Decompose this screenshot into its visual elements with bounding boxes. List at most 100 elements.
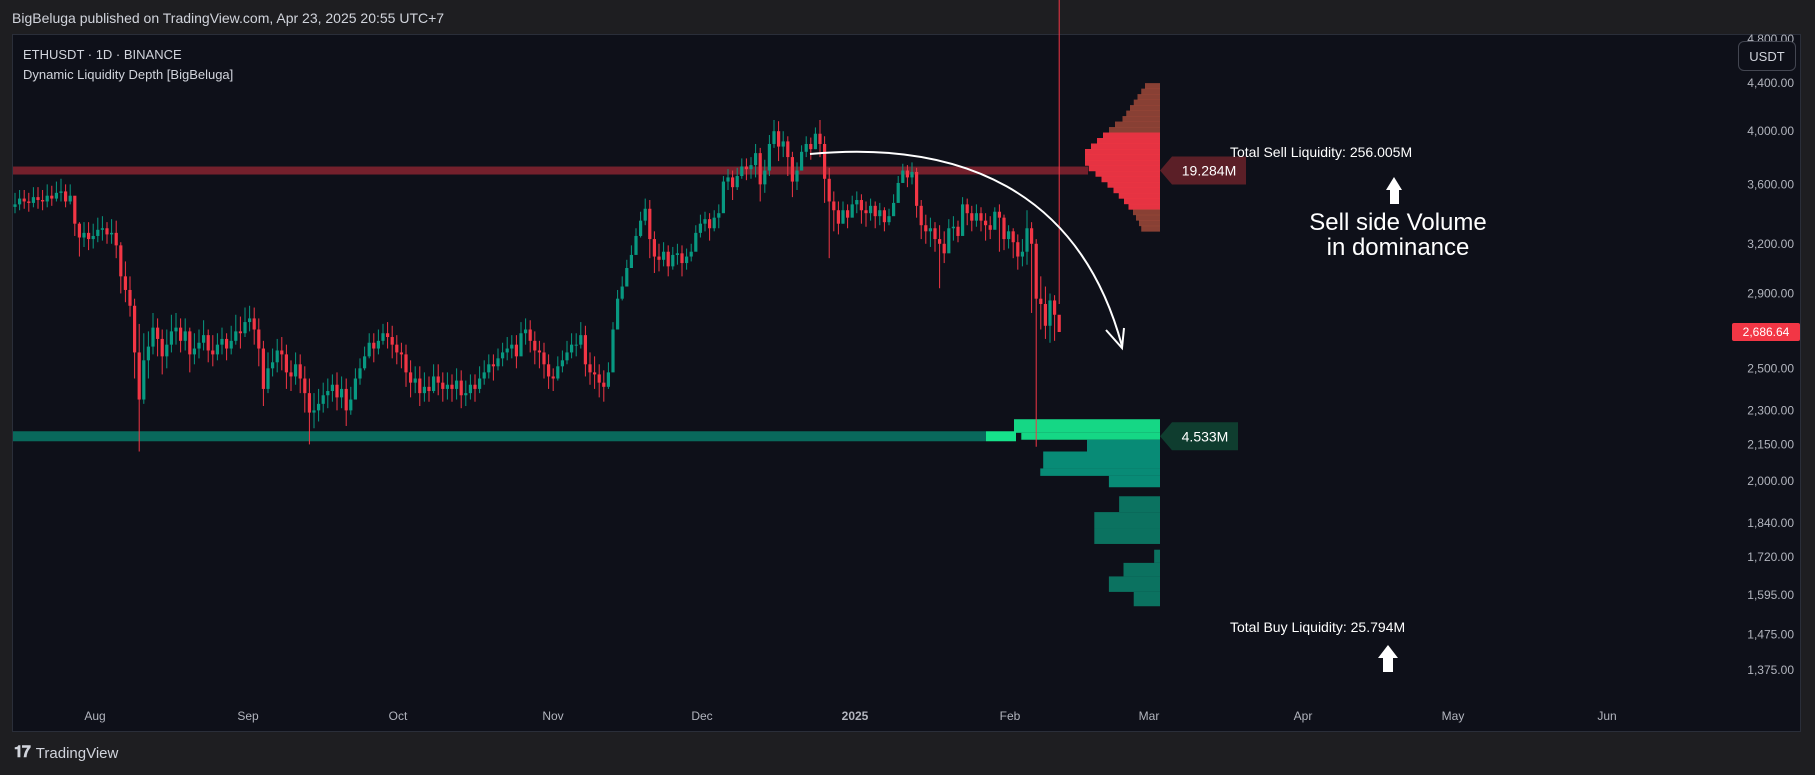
candle[interactable] xyxy=(183,318,187,351)
candle[interactable] xyxy=(487,354,491,379)
candle[interactable] xyxy=(984,213,988,241)
candle[interactable] xyxy=(993,207,997,230)
candle[interactable] xyxy=(827,167,831,259)
candle[interactable] xyxy=(266,352,270,394)
candle[interactable] xyxy=(583,325,587,377)
candle[interactable] xyxy=(303,366,307,413)
candle[interactable] xyxy=(915,167,919,218)
candle[interactable] xyxy=(436,364,440,396)
candle[interactable] xyxy=(703,211,707,232)
candle[interactable] xyxy=(712,210,716,232)
candle[interactable] xyxy=(689,243,693,262)
candle[interactable] xyxy=(473,374,477,402)
candle[interactable] xyxy=(409,360,413,398)
candle[interactable] xyxy=(363,346,367,371)
candle[interactable] xyxy=(524,318,528,345)
candle[interactable] xyxy=(800,145,804,171)
candle[interactable] xyxy=(234,314,238,345)
candle[interactable] xyxy=(197,329,201,359)
candle[interactable] xyxy=(813,127,817,150)
candle[interactable] xyxy=(450,374,454,402)
candle[interactable] xyxy=(758,147,762,202)
candle[interactable] xyxy=(192,333,196,365)
candle[interactable] xyxy=(657,243,661,272)
candle[interactable] xyxy=(542,342,546,379)
candle[interactable] xyxy=(1048,293,1052,343)
candle[interactable] xyxy=(344,378,348,426)
candle[interactable] xyxy=(979,207,983,232)
candle[interactable] xyxy=(588,352,592,385)
candle[interactable] xyxy=(1053,295,1057,341)
candle[interactable] xyxy=(160,329,164,375)
candle[interactable] xyxy=(252,307,256,345)
candle[interactable] xyxy=(179,318,183,353)
candle[interactable] xyxy=(271,348,275,377)
candle[interactable] xyxy=(574,333,578,357)
candle[interactable] xyxy=(413,366,417,394)
candle[interactable] xyxy=(169,314,173,353)
candle[interactable] xyxy=(36,187,40,209)
candle[interactable] xyxy=(951,216,955,241)
candle[interactable] xyxy=(965,198,969,226)
candle[interactable] xyxy=(836,201,840,235)
candle[interactable] xyxy=(340,376,344,409)
candle[interactable] xyxy=(376,329,380,355)
candle[interactable] xyxy=(312,393,316,429)
candle[interactable] xyxy=(698,214,702,238)
candle[interactable] xyxy=(142,333,146,404)
candle[interactable] xyxy=(832,191,836,232)
candle[interactable] xyxy=(321,382,325,413)
candle[interactable] xyxy=(528,320,532,353)
candle[interactable] xyxy=(294,352,298,385)
candle[interactable] xyxy=(114,220,118,259)
candle[interactable] xyxy=(593,356,597,389)
candle[interactable] xyxy=(818,119,822,158)
candle[interactable] xyxy=(942,231,946,264)
candle[interactable] xyxy=(22,189,26,209)
candle[interactable] xyxy=(418,366,422,407)
candle[interactable] xyxy=(754,143,758,178)
candle[interactable] xyxy=(404,344,408,387)
candle[interactable] xyxy=(174,312,178,345)
currency-button[interactable]: USDT xyxy=(1738,41,1796,71)
candle[interactable] xyxy=(289,360,293,392)
candle[interactable] xyxy=(202,320,206,351)
candle[interactable] xyxy=(188,327,192,373)
candle[interactable] xyxy=(128,276,132,317)
candle[interactable] xyxy=(537,340,541,369)
candle[interactable] xyxy=(399,342,403,369)
candle[interactable] xyxy=(938,225,942,289)
candle[interactable] xyxy=(510,335,514,359)
candle[interactable] xyxy=(1057,0,1061,332)
candle[interactable] xyxy=(905,165,909,188)
candle[interactable] xyxy=(386,322,390,349)
candle[interactable] xyxy=(777,121,781,162)
candle[interactable] xyxy=(772,119,776,148)
candle[interactable] xyxy=(556,356,560,381)
candle[interactable] xyxy=(41,189,45,211)
candle[interactable] xyxy=(478,366,482,394)
candle[interactable] xyxy=(464,380,468,407)
candle[interactable] xyxy=(496,348,500,371)
candle[interactable] xyxy=(468,374,472,400)
candle[interactable] xyxy=(786,136,790,177)
candle[interactable] xyxy=(1030,222,1034,313)
candle[interactable] xyxy=(45,184,49,208)
candle[interactable] xyxy=(602,370,606,402)
candle[interactable] xyxy=(1034,239,1038,447)
candle[interactable] xyxy=(59,178,63,202)
candle[interactable] xyxy=(924,214,928,244)
candle[interactable] xyxy=(1011,228,1015,259)
candle[interactable] xyxy=(767,135,771,177)
candle[interactable] xyxy=(146,331,150,379)
candle[interactable] xyxy=(206,329,210,363)
candle[interactable] xyxy=(643,198,647,226)
candle[interactable] xyxy=(27,192,31,212)
candle[interactable] xyxy=(330,374,334,402)
candle[interactable] xyxy=(50,185,54,206)
candle[interactable] xyxy=(735,167,739,190)
candle[interactable] xyxy=(809,137,813,160)
candle[interactable] xyxy=(353,368,357,400)
candle[interactable] xyxy=(749,157,753,179)
candle[interactable] xyxy=(947,219,951,254)
